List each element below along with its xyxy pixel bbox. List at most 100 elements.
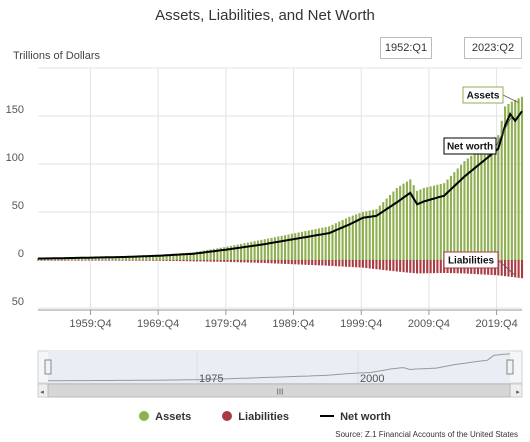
liability-bar xyxy=(175,260,178,262)
liability-bar xyxy=(307,260,310,265)
liability-bar xyxy=(199,260,202,262)
navigator-right-handle[interactable] xyxy=(506,359,514,375)
asset-bar xyxy=(229,245,232,260)
asset-bar xyxy=(250,241,253,260)
navigator-left-handle[interactable] xyxy=(44,359,52,375)
liability-bar xyxy=(80,260,84,261)
liability-bar xyxy=(131,260,134,261)
assets-callout-label: Assets xyxy=(467,91,500,102)
x-tick-label: 1999:Q4 xyxy=(340,318,382,330)
liability-bar xyxy=(91,260,94,261)
asset-bar xyxy=(287,234,290,260)
legend-label-net-worth: Net worth xyxy=(340,411,391,423)
asset-bar xyxy=(510,101,513,260)
asset-bar xyxy=(277,236,280,260)
asset-bar xyxy=(439,184,442,260)
x-tick-label: 2009:Q4 xyxy=(408,318,450,330)
liability-bar xyxy=(520,260,524,279)
asset-bar xyxy=(290,233,293,260)
asset-bar xyxy=(443,183,446,260)
liability-bar xyxy=(294,260,297,265)
callout-layer: Assets Net worth Liabilities xyxy=(443,86,519,276)
asset-bar xyxy=(104,256,107,260)
asset-bar xyxy=(121,256,124,260)
liability-bar xyxy=(314,260,317,266)
x-tick-label: 1959:Q4 xyxy=(69,318,111,330)
liability-bar xyxy=(179,260,182,262)
liability-bar xyxy=(514,260,517,278)
asset-bar xyxy=(456,168,459,260)
asset-bar xyxy=(101,256,104,260)
liability-bar xyxy=(236,260,239,263)
navigator-scrollbar-thumb[interactable] xyxy=(47,383,511,398)
liability-bar xyxy=(138,260,141,261)
x-tick-label: 1989:Q4 xyxy=(272,318,314,330)
asset-bar xyxy=(304,231,307,260)
range-start-input[interactable]: 1952:Q1 xyxy=(380,37,432,59)
asset-bar xyxy=(280,235,283,260)
asset-bar xyxy=(185,252,188,260)
asset-bar xyxy=(148,255,151,260)
y-tick-label: 100 xyxy=(6,152,24,164)
liability-bar xyxy=(358,260,361,268)
liability-bar xyxy=(250,260,253,263)
liability-bar xyxy=(412,260,415,274)
scroll-left-arrow[interactable]: ◂ xyxy=(40,389,44,396)
liability-bar xyxy=(372,260,375,269)
asset-bar xyxy=(395,188,398,260)
asset-bar xyxy=(263,239,266,260)
scrollbar-grip: III xyxy=(277,388,284,397)
scroll-right-arrow[interactable]: ▸ xyxy=(516,389,520,396)
liability-bar xyxy=(233,260,236,263)
liability-bar xyxy=(321,260,324,266)
liability-bar xyxy=(388,260,392,271)
liability-bar xyxy=(304,260,307,265)
legend: Assets Liabilities Net worth xyxy=(0,411,530,423)
asset-bar xyxy=(155,254,158,260)
legend-item-net-worth[interactable]: Net worth xyxy=(320,411,391,423)
y-tick-label: 150 xyxy=(6,104,24,116)
asset-bar xyxy=(165,254,168,260)
legend-item-assets[interactable]: Assets xyxy=(139,411,191,423)
liability-bar xyxy=(189,260,192,262)
liability-bar xyxy=(172,260,175,261)
liability-bar xyxy=(40,260,43,261)
asset-bar xyxy=(331,224,334,260)
liability-bar xyxy=(74,260,77,261)
liability-bar xyxy=(419,260,422,274)
navigator-selection[interactable] xyxy=(48,351,510,383)
asset-bar xyxy=(476,150,480,260)
liability-bar xyxy=(36,260,40,261)
liability-bar xyxy=(84,260,87,261)
asset-bar xyxy=(334,223,337,260)
asset-bar xyxy=(429,186,432,260)
liabilities-leader xyxy=(497,259,516,276)
y-tick-label: 50 xyxy=(12,296,24,308)
liability-bar xyxy=(331,260,334,266)
asset-bar xyxy=(372,209,375,260)
asset-bar xyxy=(189,252,192,260)
asset-bar xyxy=(500,120,503,260)
liabilities-callout-box xyxy=(443,251,499,269)
chart-title: Assets, Liabilities, and Net Worth xyxy=(155,7,375,24)
liability-bar xyxy=(273,260,276,264)
asset-bar xyxy=(118,256,121,260)
liability-bar xyxy=(253,260,256,263)
liability-bar xyxy=(361,260,364,268)
liability-bar xyxy=(328,260,331,266)
legend-item-liabilities[interactable]: Liabilities xyxy=(222,411,289,423)
asset-bar xyxy=(124,256,128,260)
range-navigator[interactable]: 1975 2000 III ◂ ▸ xyxy=(37,350,523,398)
asset-bar xyxy=(226,246,229,260)
range-end-input[interactable]: 2023:Q2 xyxy=(464,37,522,59)
asset-bar xyxy=(426,187,429,260)
asset-bar xyxy=(162,254,165,260)
asset-bar xyxy=(416,190,419,260)
liability-bar xyxy=(77,260,80,261)
asset-bar xyxy=(94,257,97,260)
asset-bar xyxy=(196,251,199,260)
liability-bar xyxy=(426,260,429,274)
liability-bar xyxy=(409,260,412,273)
liability-bar xyxy=(43,260,46,261)
asset-bar xyxy=(152,255,155,260)
